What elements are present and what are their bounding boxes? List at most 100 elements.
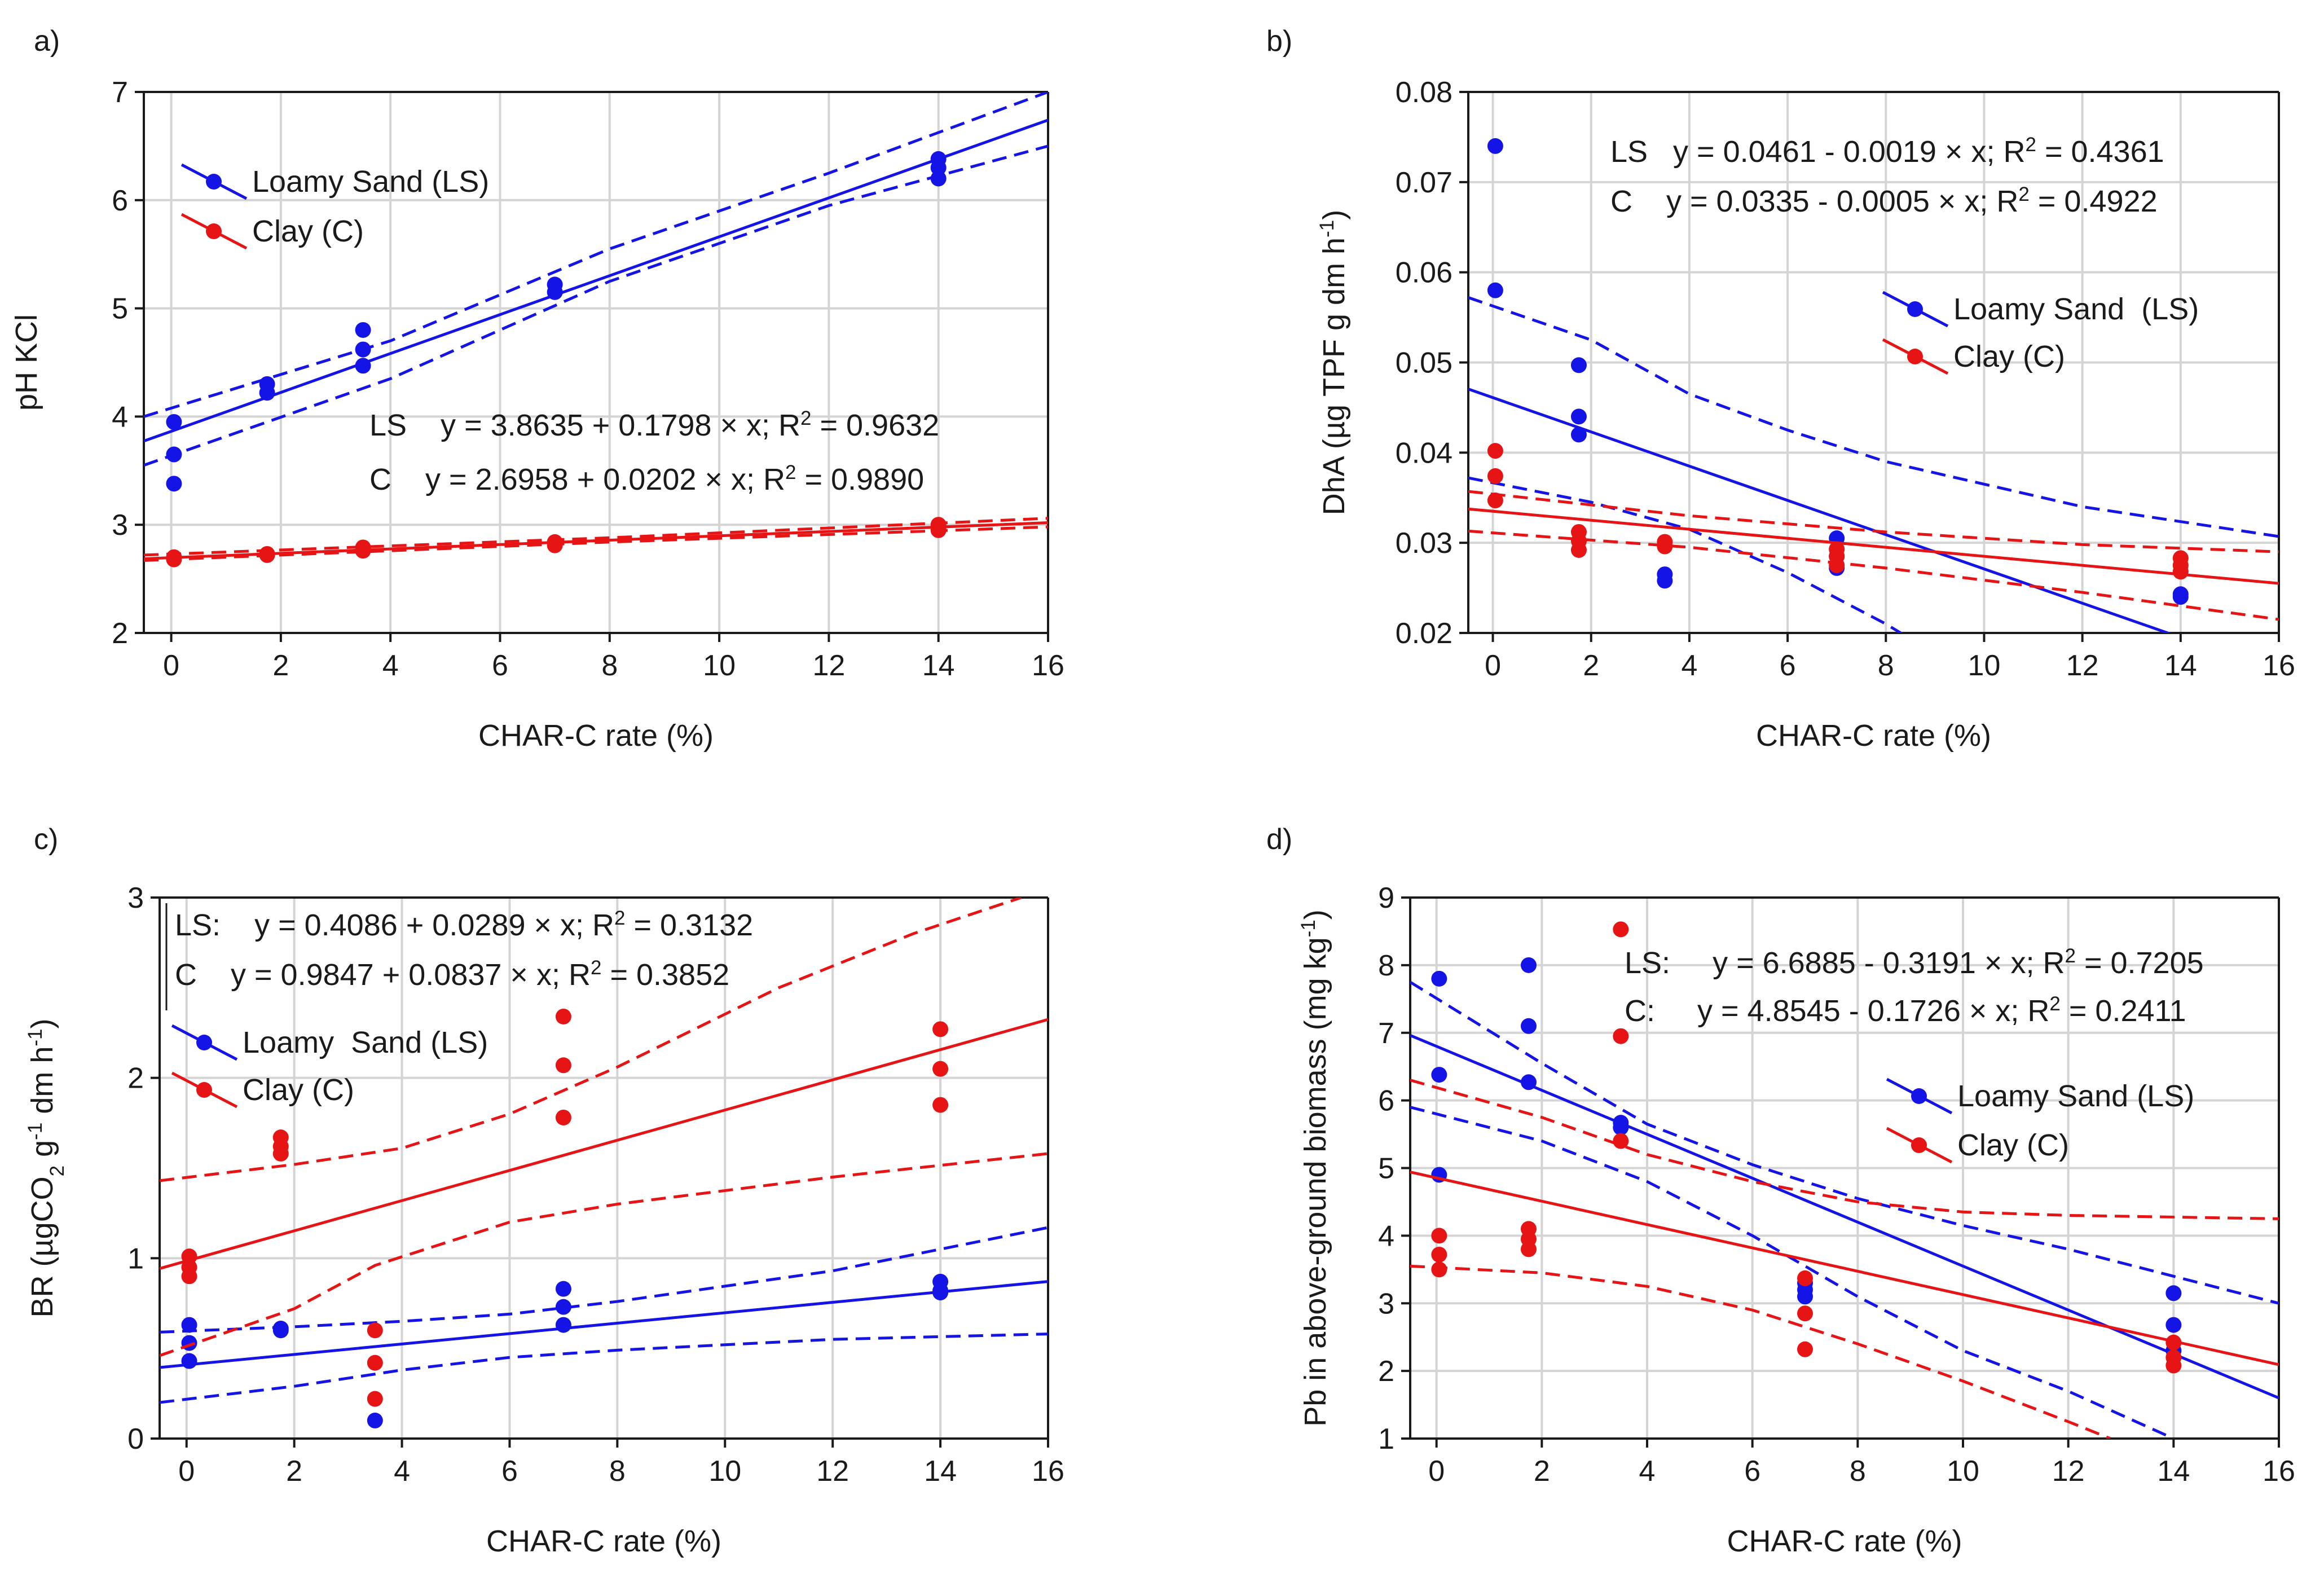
clay-data-point [1521,1241,1537,1257]
clay-data-point [1613,1028,1629,1044]
clay-data-point [1797,1270,1813,1286]
clay-data-point [181,1268,197,1285]
ls-data-point [1487,282,1503,298]
plot-area [160,898,1048,1429]
y-axis-label: pH KCl [10,314,43,411]
ls-data-point [930,170,947,187]
y-tick-label: 0.06 [1396,257,1452,289]
clay-data-point [932,1061,949,1077]
legend-marker [1911,1088,1927,1104]
y-tick-label: 7 [112,76,128,109]
y-tick-label: 4 [112,401,128,433]
ls-data-point [2165,1285,2182,1301]
x-tick-label: 2 [272,649,289,682]
ls-data-point [1431,1067,1447,1083]
plot-area [1410,921,2279,1439]
x-tick-label: 12 [2066,649,2099,682]
y-axis-label: BR (µgCO2 g-1 dm h-1) [24,1019,68,1318]
y-tick-label: 7 [1378,1017,1394,1050]
x-tick-label: 4 [1639,1455,1656,1488]
panel-label: c) [34,823,58,856]
x-tick-label: 0 [1485,649,1501,682]
x-tick-label: 0 [163,649,179,682]
ls-data-point [1521,1018,1537,1034]
regression-equation: C y = 0.0335 - 0.0005 × x; R2 = 0.4922 [1610,183,2158,219]
regression-equation: C y = 2.6958 + 0.0202 × x; R2 = 0.9890 [369,461,924,497]
ls-data-point [1521,957,1537,973]
legend-marker [196,1082,212,1098]
x-tick-label: 2 [1534,1455,1550,1488]
clay-data-point [932,1021,949,1037]
clay-data-point [272,1145,289,1162]
clay-data-point [367,1354,383,1371]
y-tick-label: 0.03 [1396,527,1452,560]
x-tick-label: 8 [609,1455,626,1488]
ls-data-point [2165,1317,2182,1333]
x-tick-label: 2 [286,1455,302,1488]
y-tick-label: 5 [1378,1153,1394,1185]
ls-ci-lower-line [144,144,1048,467]
clay-data-point [1613,921,1629,938]
x-tick-label: 8 [601,649,618,682]
y-tick-label: 5 [112,293,128,326]
legend-label: Loamy Sand (LS) [1957,1079,2194,1113]
x-tick-label: 12 [812,649,845,682]
ls-data-point [272,1322,289,1339]
legend-label: Clay (C) [1953,340,2065,373]
x-tick-label: 6 [1780,649,1796,682]
y-tick-label: 0.07 [1396,166,1452,199]
y-tick-label: 3 [112,509,128,542]
legend-label: Loamy Sand (LS) [1953,292,2199,326]
x-tick-label: 4 [394,1455,410,1488]
ls-data-point [547,284,563,300]
ls-ci-upper-line [1468,296,2279,538]
clay-fit-line [144,521,1048,560]
x-tick-label: 14 [2157,1455,2190,1488]
x-tick-label: 14 [2164,649,2197,682]
ls-fit-line [144,118,1048,443]
x-axis-label: CHAR-C rate (%) [486,1524,721,1558]
clay-ci-lower-line [1468,529,2279,621]
clay-data-point [2172,564,2189,580]
plot-area [1468,138,2279,633]
legend-marker [1907,301,1923,317]
x-tick-label: 14 [924,1455,957,1488]
clay-data-point [1829,557,1845,574]
clay-data-point [555,1057,571,1074]
clay-data-point [1797,1305,1813,1322]
clay-data-point [367,1391,383,1407]
ls-data-point [1521,1074,1537,1090]
panel-label: b) [1266,25,1292,58]
ls-data-point [259,385,275,401]
ls-data-point [1570,426,1587,443]
clay-data-point [1431,1261,1447,1278]
x-tick-label: 0 [1428,1455,1445,1488]
clay-fit-line [160,1018,1048,1270]
ls-data-point [355,322,371,338]
clay-data-point [2165,1357,2182,1374]
legend-label: Clay (C) [252,214,364,248]
ls-data-point [166,476,182,492]
x-tick-label: 16 [1032,649,1064,682]
x-tick-label: 8 [1878,649,1894,682]
y-tick-label: 4 [1378,1220,1394,1252]
clay-fit-line [1468,507,2279,585]
y-tick-label: 9 [1378,882,1394,914]
ls-data-point [555,1317,571,1333]
y-tick-label: 6 [112,184,128,217]
panel-label: a) [34,25,60,58]
panel-a: 0 2 4 6 8 10 12 14 16 2 3 4 5 6 7 CHAR-C rate (%) pH KCl… [10,25,1064,753]
legend-label: Clay (C) [243,1073,354,1107]
legend-marker [1911,1137,1927,1153]
clay-data-point [930,522,947,538]
clay-ci-upper-line [144,517,1048,557]
legend-marker [1907,349,1923,364]
y-tick-label: 8 [1378,949,1394,982]
x-tick-label: 0 [178,1455,195,1488]
plot-area [144,92,1048,568]
ls-data-point [555,1299,571,1315]
ls-ci-upper-line [160,1226,1048,1334]
